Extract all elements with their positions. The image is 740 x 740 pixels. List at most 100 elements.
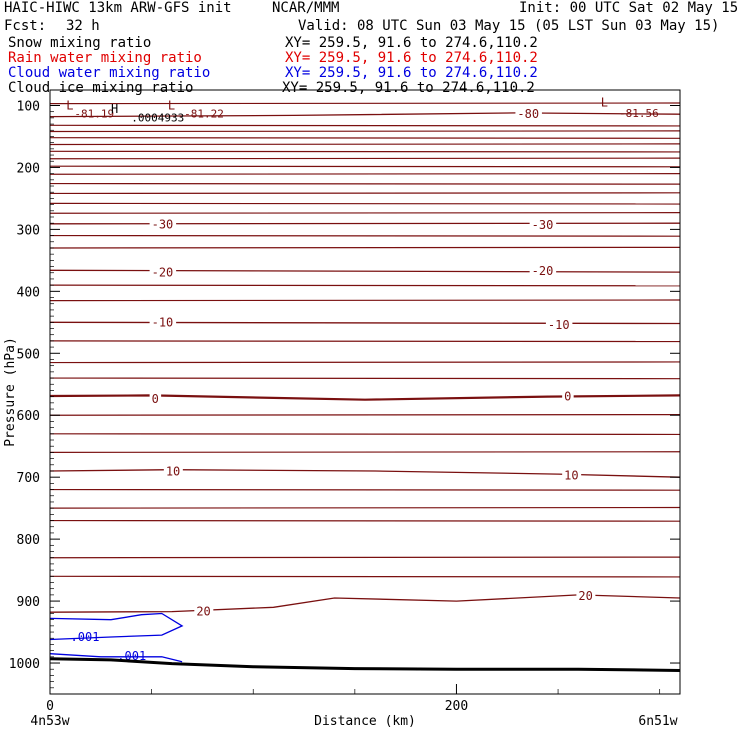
cloud-water-contour-label: .001 (117, 649, 146, 663)
contour-label-background (529, 219, 557, 232)
temperature-contour-line (49, 377, 681, 380)
field-rain-label: Rain water mixing ratio (8, 50, 202, 66)
temperature-contour-line (49, 519, 681, 522)
contour-label-background (163, 465, 183, 478)
temperature-contour-line (49, 361, 681, 364)
temperature-contour-label: -10 (548, 318, 570, 332)
temperature-contour-label: -20 (152, 266, 174, 280)
cloud-water-contour (49, 612, 184, 641)
center-label: NCAR/MMM (272, 0, 340, 16)
field-snow-xy: XY= 259.5, 91.6 to 274.6,110.2 (285, 35, 538, 51)
temperature-contour-20 (49, 594, 681, 613)
temperature-contour-line (49, 182, 681, 185)
temperature-contour-line (49, 414, 681, 416)
ground-surface-line (49, 657, 681, 672)
extremum-marker: L (66, 98, 73, 112)
y-tick-label: 500 (17, 347, 40, 362)
contour-label-background (149, 266, 177, 279)
temperature-contour-label: 10 (564, 468, 578, 482)
temperature-contour-label: 0 (564, 390, 571, 404)
y-tick-label: 700 (17, 471, 40, 486)
init-time: Init: 00 UTC Sat 02 May 15 (519, 0, 739, 16)
temperature-contour-label: -80 (517, 107, 539, 121)
field-cloud-xy: XY= 259.5, 91.6 to 274.6,110.2 (285, 65, 538, 81)
y-tick-label: 200 (17, 161, 40, 176)
field-rain-xy: XY= 259.5, 91.6 to 274.6,110.2 (285, 50, 538, 66)
plot-frame (49, 89, 681, 695)
extremum-marker: H (111, 102, 118, 116)
contour-label-background (529, 264, 557, 277)
contour-label-background (149, 218, 177, 231)
y-tick-label: 800 (17, 533, 40, 548)
temperature-contour-line (49, 212, 681, 214)
temperature-contour-line (49, 165, 681, 168)
temperature-contour-line (49, 556, 681, 559)
contour-label-background (194, 605, 214, 618)
field-ice-label: Cloud ice mixing ratio (8, 80, 194, 96)
temperature-contour-label: 20 (196, 605, 210, 619)
temperature-contour-label: 10 (166, 465, 180, 479)
y-tick-label: 400 (17, 285, 40, 300)
temperature-contour-label: -20 (532, 264, 554, 278)
temperature-contour-line (49, 157, 681, 160)
temperature-contour--20 (49, 269, 681, 273)
y-tick-label: 300 (17, 223, 40, 238)
forecast-hours: 32 h (66, 18, 100, 34)
field-snow-label: Snow mixing ratio (8, 35, 152, 51)
temperature-contour-0 (49, 394, 681, 401)
contour-label-background (515, 108, 542, 121)
field-cloud-label: Cloud water mixing ratio (8, 65, 211, 81)
temperature-value-label: .0004933 (131, 111, 184, 124)
temperature-contour-line (49, 124, 681, 127)
temperature-contour-line (49, 299, 681, 302)
extremum-marker: L (168, 98, 175, 112)
temperature-contour-line (49, 433, 681, 436)
temperature-contour-line (49, 150, 681, 153)
temperature-contour-label: 0 (152, 392, 159, 406)
temperature-contour-label: 20 (578, 589, 592, 603)
contour-label-background (545, 318, 573, 331)
temperature-contour-line (49, 246, 681, 249)
temperature-contour-label: -10 (152, 315, 174, 329)
temperature-value-label: -81.22 (184, 108, 224, 121)
y-tick-label: 100 (17, 99, 40, 114)
temperature-contour--80 (49, 112, 681, 118)
temperature-contour-label: -30 (152, 217, 174, 231)
contour-label-background (149, 316, 177, 329)
field-ice-xy: XY= 259.5, 91.6 to 274.6,110.2 (282, 80, 535, 96)
forecast-label: Fcst: (4, 18, 47, 34)
temperature-contour-line (49, 488, 681, 491)
x-axis-label: Distance (km) (314, 714, 416, 729)
temperature-contour--10 (49, 321, 681, 325)
temperature-contour-label: -30 (532, 218, 554, 232)
temperature-contour-line (49, 340, 681, 343)
temperature-contour-line (49, 137, 681, 139)
y-tick-label: 600 (17, 409, 40, 424)
temperature-contour-line (49, 284, 681, 287)
contour-label-background (149, 393, 162, 406)
temperature-contour-line (49, 234, 681, 237)
y-tick-label: 1000 (9, 657, 40, 672)
temperature-value-label: -81.56 (619, 107, 659, 120)
temperature-value-label: -81.19 (74, 108, 114, 121)
temperature-contour-line (49, 130, 681, 133)
contour-label-background (576, 590, 596, 603)
valid-time: Valid: 08 UTC Sun 03 May 15 (05 LST Sun … (298, 18, 720, 34)
y-axis-label: Pressure (hPa) (3, 337, 18, 447)
temperature-contour-line (49, 575, 681, 578)
temperature-contour-line (49, 173, 681, 175)
contour-label-background (562, 390, 574, 403)
temperature-contour-line (49, 192, 681, 195)
temperature-contour-line (49, 451, 681, 453)
x-start-location-label: 4n53w (30, 714, 69, 729)
x-tick-label: 200 (445, 699, 468, 714)
contour-label-background (562, 469, 582, 482)
cloud-water-contour (49, 653, 183, 663)
x-tick-label: 0 (46, 699, 54, 714)
x-end-location-label: 6n51w (638, 714, 677, 729)
y-tick-label: 900 (17, 595, 40, 610)
extremum-marker: L (601, 95, 608, 109)
temperature-contour-line (49, 506, 681, 509)
temperature-contour-10 (49, 469, 681, 478)
